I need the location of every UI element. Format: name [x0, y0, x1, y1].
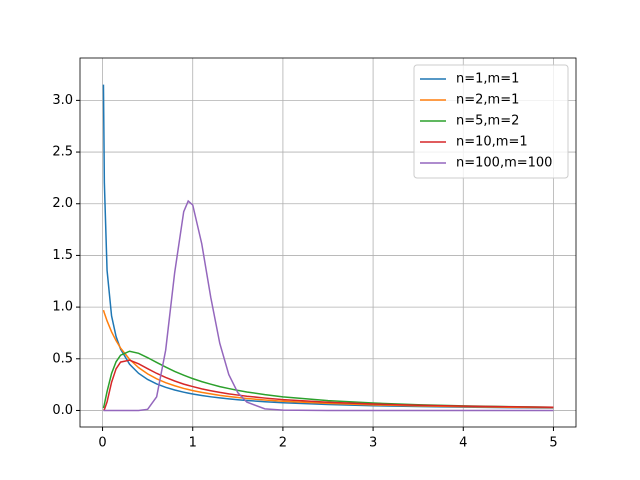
y-tick-label: 0.0 — [52, 403, 73, 418]
y-tick-label: 2.5 — [52, 145, 73, 160]
legend-label: n=10,m=1 — [456, 135, 528, 150]
legend-label: n=5,m=2 — [456, 114, 519, 129]
x-tick-label: 5 — [549, 436, 557, 451]
plot-frame — [79, 57, 577, 428]
data-line — [103, 199, 554, 412]
x-tick-label: 2 — [279, 436, 287, 451]
y-tick-label: 3.0 — [52, 93, 73, 108]
data-line — [103, 359, 554, 411]
legend-label: n=2,m=1 — [456, 93, 519, 108]
y-tick-label: 1.0 — [52, 300, 73, 315]
data-line — [102, 350, 554, 409]
legend-box — [413, 64, 569, 179]
x-tick-label: 1 — [189, 436, 197, 451]
x-tick-label: 0 — [98, 436, 106, 451]
y-tick-label: 0.5 — [52, 351, 73, 366]
x-tick-label: 3 — [369, 436, 377, 451]
y-tick-label: 2.0 — [52, 196, 73, 211]
x-tick-label: 4 — [459, 436, 467, 451]
legend-label: n=100,m=100 — [456, 156, 552, 171]
legend: n=1,m=1 n=2,m=1 n=5,m=2 n=10,m=1 n=100,m=100 — [413, 64, 569, 179]
data-line — [102, 309, 554, 409]
legend-label: n=1,m=1 — [456, 72, 519, 87]
y-tick-label: 1.5 — [52, 248, 73, 263]
